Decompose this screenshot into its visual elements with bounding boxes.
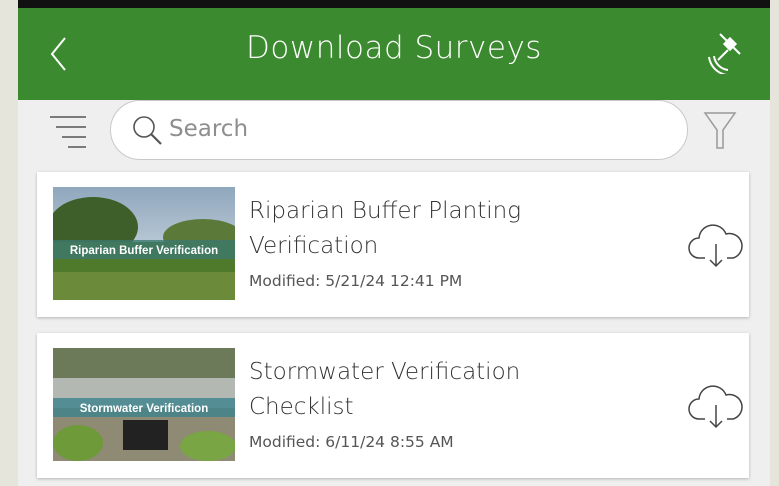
survey-card[interactable]: Riparian Buffer Verification Riparian Bu… [37,172,749,317]
header-title: Download Surveys [18,30,770,66]
header-bar: Download Surveys [18,8,770,100]
satellite-button[interactable] [706,30,750,74]
survey-thumbnail: Stormwater Verification [53,348,235,461]
filter-button[interactable] [702,110,738,152]
search-field[interactable]: Search [110,100,688,160]
survey-modified: Modified: 5/21/24 12:41 PM [249,272,462,290]
survey-title: Stormwater Verification Checklist [249,355,589,425]
status-bar [18,0,770,8]
thumbnail-label: Stormwater Verification [80,403,208,415]
thumbnail-label: Riparian Buffer Verification [70,245,218,257]
search-row: Search [18,100,770,165]
survey-title: Riparian Buffer Planting Verification [249,194,589,264]
download-button[interactable] [687,224,745,268]
survey-thumbnail: Riparian Buffer Verification [53,187,235,300]
search-icon [131,114,165,148]
page: Download Surveys Search [0,0,779,486]
survey-modified: Modified: 6/11/24 8:55 AM [249,433,454,451]
search-placeholder: Search [169,116,248,142]
download-button[interactable] [687,385,745,429]
app-screen: Download Surveys Search [18,0,770,486]
sort-button[interactable] [48,113,88,149]
survey-card[interactable]: Stormwater Verification Stormwater Verif… [37,333,749,478]
